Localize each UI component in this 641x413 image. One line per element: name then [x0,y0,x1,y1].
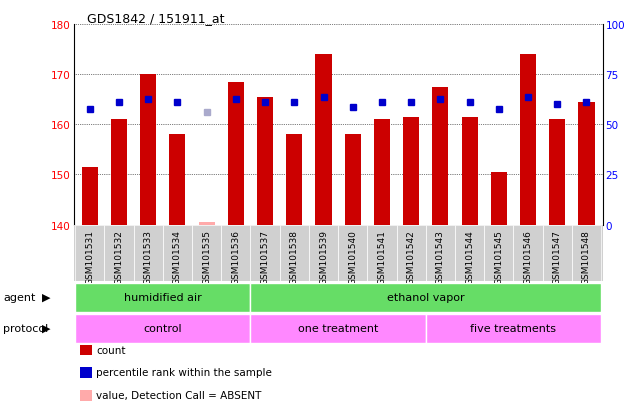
Bar [455,225,484,281]
Bar [221,225,251,281]
Bar [279,225,309,281]
Bar [572,225,601,281]
Text: control: control [144,323,182,333]
Bar [111,120,127,225]
Text: ▶: ▶ [42,323,50,333]
Text: GSM101548: GSM101548 [582,230,591,284]
Bar [251,314,426,343]
Bar [338,225,367,281]
Text: GSM101545: GSM101545 [494,230,503,284]
Text: GSM101533: GSM101533 [144,230,153,285]
Text: GSM101537: GSM101537 [261,230,270,285]
Bar [257,97,273,225]
Bar [543,225,572,281]
Text: GSM101547: GSM101547 [553,230,562,284]
Text: one treatment: one treatment [298,323,378,333]
Bar [140,75,156,225]
Text: GDS1842 / 151911_at: GDS1842 / 151911_at [87,12,224,25]
Text: protocol: protocol [3,323,49,333]
Bar [374,120,390,225]
Text: value, Detection Call = ABSENT: value, Detection Call = ABSENT [96,390,262,400]
Bar [133,225,163,281]
Bar [75,283,251,312]
Bar [287,135,303,225]
Bar [82,168,98,225]
Text: five treatments: five treatments [470,323,556,333]
Text: GSM101534: GSM101534 [173,230,182,284]
Text: count: count [96,345,126,355]
Bar [163,225,192,281]
Bar [397,225,426,281]
Text: humidified air: humidified air [124,292,202,302]
Bar [426,225,455,281]
Bar [426,314,601,343]
Text: GSM101538: GSM101538 [290,230,299,285]
Bar [199,223,215,225]
Bar [251,225,279,281]
Bar [104,225,133,281]
Bar [228,82,244,225]
Text: GSM101540: GSM101540 [348,230,357,284]
Text: GSM101544: GSM101544 [465,230,474,284]
Bar [513,225,543,281]
Text: GSM101539: GSM101539 [319,230,328,285]
Text: ▶: ▶ [42,292,50,302]
Bar [315,55,331,225]
Bar [75,314,251,343]
Bar [520,55,536,225]
Text: GSM101531: GSM101531 [85,230,94,285]
Bar [169,135,185,225]
Text: GSM101541: GSM101541 [378,230,387,284]
Text: ethanol vapor: ethanol vapor [387,292,465,302]
Bar [549,120,565,225]
Text: GSM101536: GSM101536 [231,230,240,285]
Text: percentile rank within the sample: percentile rank within the sample [96,368,272,377]
Bar [462,117,478,225]
Bar [484,225,513,281]
Bar [192,225,221,281]
Bar [491,173,507,225]
Text: GSM101542: GSM101542 [406,230,415,284]
Bar [251,283,601,312]
Bar [367,225,397,281]
Text: GSM101532: GSM101532 [115,230,124,284]
Text: GSM101546: GSM101546 [524,230,533,284]
Bar [432,88,449,225]
Bar [578,102,594,225]
Bar [345,135,361,225]
Bar [75,225,104,281]
Text: GSM101535: GSM101535 [202,230,211,285]
Text: agent: agent [3,292,36,302]
Bar [309,225,338,281]
Bar [403,117,419,225]
Text: GSM101543: GSM101543 [436,230,445,284]
